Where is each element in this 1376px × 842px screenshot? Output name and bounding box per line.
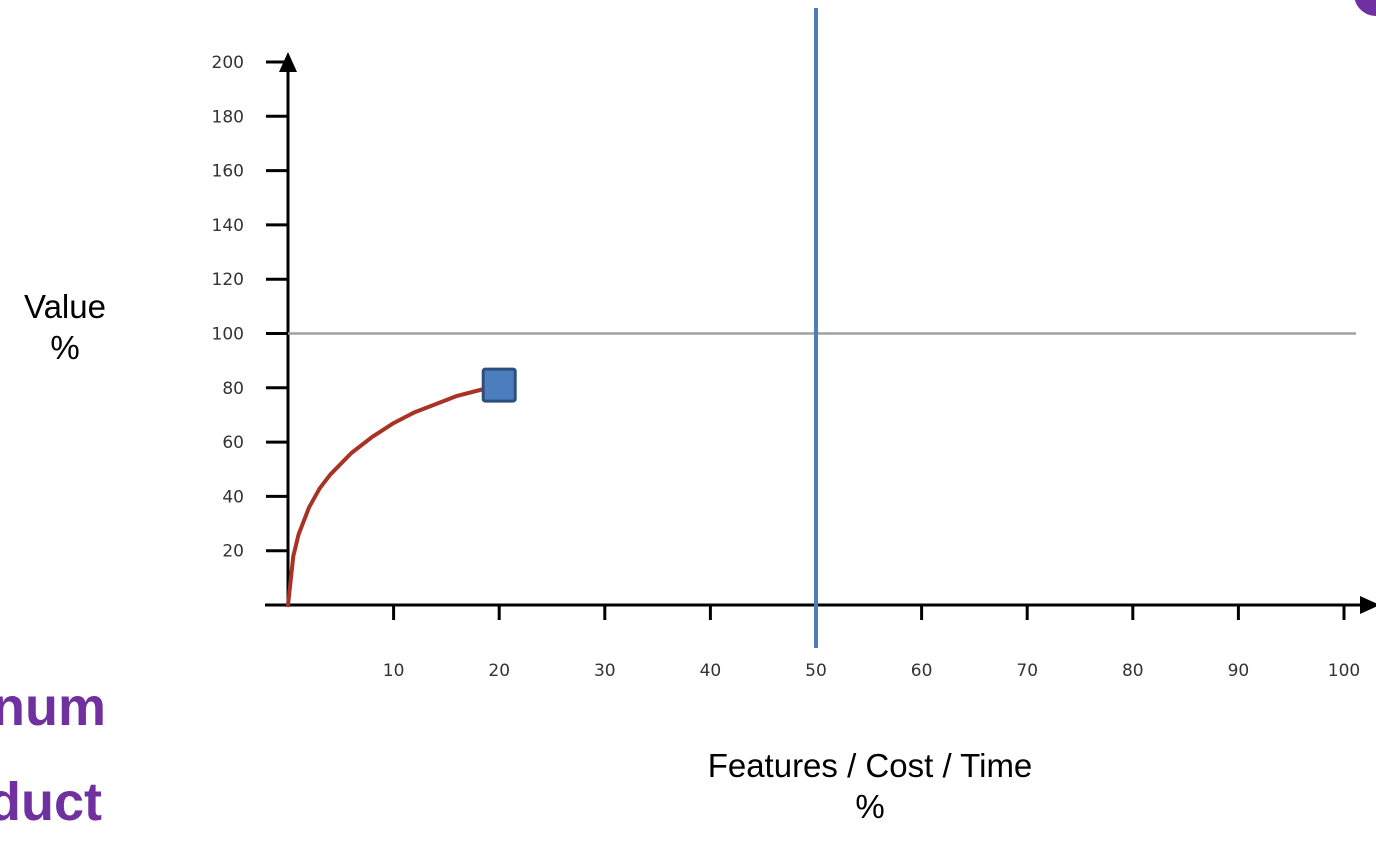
series — [286, 367, 517, 607]
y-tick-label: 60 — [222, 433, 244, 453]
y-tick-label: 80 — [222, 379, 244, 399]
x-tick-label: 70 — [1016, 661, 1038, 681]
x-axis-label: Features / Cost / Time % — [620, 745, 1120, 828]
y-tick-label: 20 — [222, 542, 244, 562]
y-tick-label: 120 — [212, 270, 244, 290]
x-tick-label: 40 — [700, 661, 722, 681]
ticks: 20 40 60 80 100 120 140 160 180 200 10 20 30 40 50 60 70… — [212, 53, 1361, 681]
y-axis-label-line1: Value — [24, 288, 106, 325]
x-tick-label: 10 — [383, 661, 405, 681]
x-tick-label: 30 — [594, 661, 616, 681]
y-tick-label: 200 — [212, 53, 244, 73]
value-curve — [286, 383, 502, 607]
x-tick-label: 20 — [488, 661, 510, 681]
y-axis-label: Value % — [10, 286, 120, 369]
y-axis-label-line2: % — [50, 329, 80, 367]
x-tick-label: 100 — [1328, 661, 1360, 681]
y-tick-label: 140 — [212, 216, 244, 236]
endpoint-marker — [481, 367, 517, 403]
x-tick-label: 90 — [1228, 661, 1250, 681]
x-tick-label: 60 — [911, 661, 933, 681]
y-tick-label: 100 — [212, 325, 244, 345]
slide-title-fragment-2: duct — [0, 772, 102, 832]
x-axis-arrow — [1360, 596, 1376, 614]
y-tick-label: 160 — [212, 162, 244, 182]
x-tick-label: 50 — [805, 661, 827, 681]
x-tick-label: 80 — [1122, 661, 1144, 681]
x-axis-label-line2: % — [855, 788, 885, 826]
y-tick-label: 40 — [222, 487, 244, 507]
x-axis-label-line1: Features / Cost / Time — [707, 747, 1033, 784]
slide-title-fragment-1: num — [0, 677, 106, 737]
reference-lines — [288, 8, 1356, 648]
y-tick-label: 180 — [212, 107, 244, 127]
